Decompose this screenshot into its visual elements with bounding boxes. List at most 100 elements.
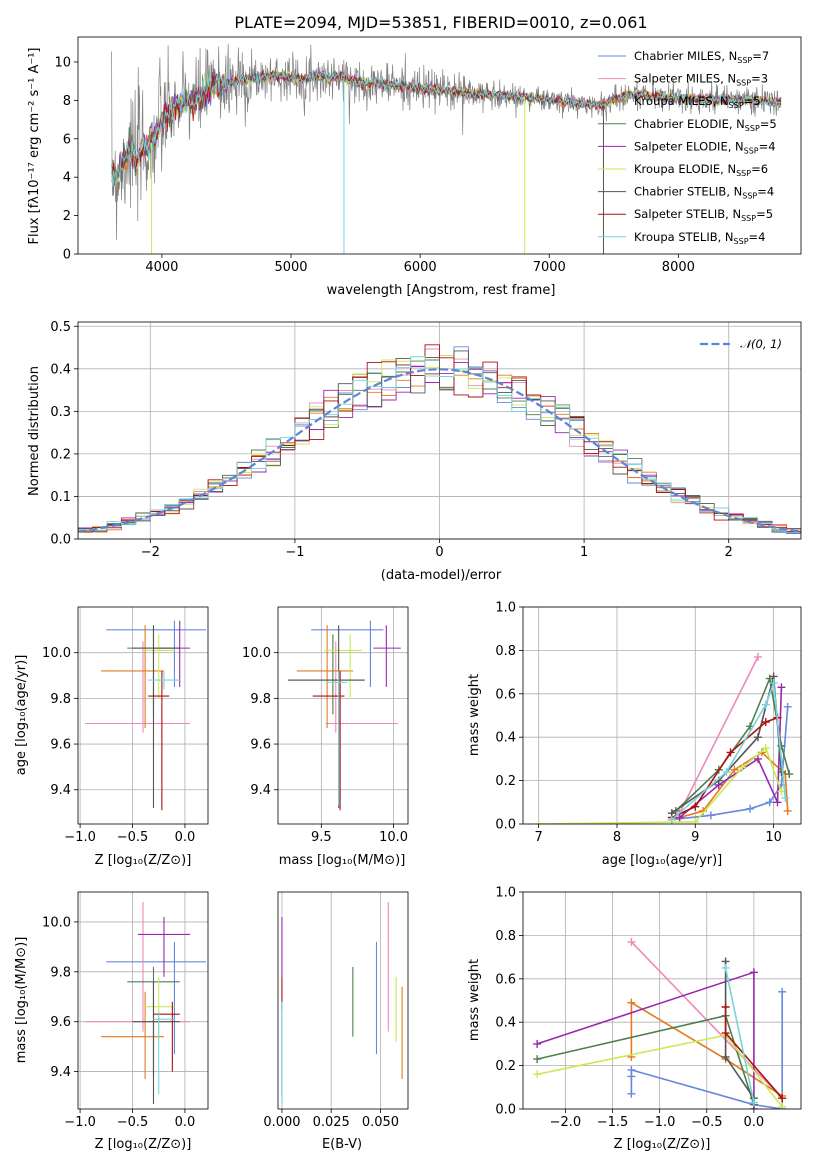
y-tick-label: 0.5: [50, 320, 71, 335]
x-tick-label: −1.0: [64, 1115, 96, 1130]
legend-nssp: =5: [744, 94, 761, 108]
weight-marker-7: [721, 1003, 730, 1012]
y-tick-label: 6: [63, 132, 71, 147]
weight-marker-4: [777, 683, 786, 692]
weight-marker-5: [533, 1070, 542, 1079]
weight-marker-0: [627, 1089, 636, 1098]
legend-model: Kroupa MILES, N: [634, 94, 729, 108]
axes-frame: [522, 606, 802, 825]
legend-model: Salpeter STELIB, N: [634, 207, 741, 221]
weight-series-1: [678, 656, 759, 814]
legend-nssp: =4: [759, 139, 776, 153]
weight-age-xlabel: age [log₁₀(age/yr)]: [602, 853, 723, 868]
axes-frame: [77, 606, 209, 825]
x-tick-label: −2: [141, 545, 160, 560]
weight-marker-1: [753, 652, 762, 661]
weight-z-ylabel: mass weight: [467, 959, 482, 1041]
legend-model: Chabrier STELIB, N: [634, 185, 742, 199]
y-tick-label: 9.8: [250, 692, 271, 707]
y-tick-label: 0.2: [495, 1059, 516, 1074]
x-tick-label: 0.0: [175, 830, 196, 845]
legend-model: Salpeter MILES, N: [634, 72, 736, 86]
ticks: 4000 5000 6000 7000 8000 0 2 4 6 8 10: [54, 55, 694, 275]
y-tick-label: 1.0: [495, 601, 516, 616]
weight-marker-7: [691, 802, 700, 811]
legend-nssp: =3: [751, 72, 768, 86]
legend-sub: SSP: [741, 214, 756, 223]
x-tick-label: 1: [580, 545, 588, 560]
axes-frame: [77, 891, 209, 1110]
y-tick-label: 9.8: [50, 692, 71, 707]
weight-marker-2: [730, 765, 739, 774]
x-tick-label: 0.0: [175, 1115, 196, 1130]
spectrum-lines: [111, 43, 782, 254]
legend-label-2: Kroupa MILES, NSSP=5: [634, 94, 760, 110]
weight-lines: [533, 937, 787, 1109]
grid: [523, 891, 801, 1110]
mass-ebv-xlabel: E(B-V): [322, 1137, 362, 1152]
weight-series-5: [538, 746, 783, 824]
legend-nssp: =6: [751, 162, 768, 176]
ticks: −2.0 −1.5 −1.0 −0.5 0.0 0.0 0.2 0.4 0.6 0.8 1.0: [495, 886, 764, 1131]
legend-nssp: =4: [749, 230, 766, 244]
legend-model: Kroupa ELODIE, N: [634, 162, 736, 176]
legend-sub: SSP: [736, 79, 751, 88]
x-tick-label: 9.5: [311, 830, 332, 845]
weight-marker-7: [726, 748, 735, 757]
legend-model: Salpeter ELODIE, N: [634, 139, 744, 153]
x-tick-label: 8000: [662, 260, 695, 275]
x-tick-label: −1.0: [64, 830, 96, 845]
y-tick-label: 9.6: [50, 738, 71, 753]
legend-sub: SSP: [734, 237, 749, 246]
mass-vs-ebv-panel: 0.000 0.025 0.050: [263, 891, 409, 1130]
y-tick-label: 0.4: [50, 362, 71, 377]
weight-z-xlabel: Z [log₁₀(Z/Z⊙)]: [614, 1137, 711, 1152]
weight-marker-5: [534, 820, 543, 824]
x-tick-label: −0.5: [117, 830, 149, 845]
x-tick-label: 7: [535, 830, 543, 845]
weight-marker-4: [773, 798, 782, 807]
weight-marker-0: [765, 798, 774, 807]
x-tick-label: 0.000: [263, 1115, 300, 1130]
ticks: −2 −1 0 1 2 0.0 0.1 0.2 0.3 0.4 0.5: [50, 320, 733, 560]
legend-label-4: Salpeter ELODIE, NSSP=4: [634, 139, 776, 155]
weight-marker-1: [627, 937, 636, 946]
legend-label-0: Chabrier MILES, NSSP=7: [634, 49, 769, 65]
weight-marker-8: [667, 815, 676, 824]
ticks: −1.0 −0.5 0.0 9.4 9.6 9.8 10.0: [42, 646, 195, 845]
weight-marker-5: [738, 763, 747, 772]
x-tick-label: 0.025: [313, 1115, 350, 1130]
ticks: 7 8 9 10 0.0 0.2 0.4 0.6 0.8 1.0: [495, 601, 782, 846]
weight-marker-8: [769, 678, 778, 687]
y-tick-label: 0.2: [50, 447, 71, 462]
legend-sub: SSP: [742, 192, 757, 201]
weight-series-6: [671, 676, 783, 814]
weight-marker-7: [761, 718, 770, 727]
weight-age-ylabel: mass weight: [467, 674, 482, 756]
y-tick-label: 9.4: [50, 783, 71, 798]
weight-marker-7: [778, 1094, 787, 1103]
y-tick-label: 9.4: [50, 1065, 71, 1080]
y-tick-label: 10.0: [42, 915, 71, 930]
weight-marker-2: [783, 806, 792, 815]
y-tick-label: 8: [63, 94, 71, 109]
x-tick-label: −2.0: [550, 1115, 582, 1130]
weight-series-3: [536, 1014, 755, 1105]
weight-series-8: [724, 967, 755, 1103]
x-tick-label: 5000: [274, 260, 307, 275]
legend-label-7: Salpeter STELIB, NSSP=5: [634, 207, 773, 223]
error-bars: [85, 901, 206, 1105]
figure-title: PLATE=2094, MJD=53851, FIBERID=0010, z=0…: [234, 13, 647, 32]
legend-label-6: Chabrier STELIB, NSSP=4: [634, 185, 774, 201]
mass-weight-vs-age-panel: 7 8 9 10 0.0 0.2 0.4 0.6 0.8 1.0: [495, 601, 802, 846]
legend-nssp: =4: [757, 185, 774, 199]
mass-z-xlabel: Z [log₁₀(Z/Z⊙)]: [95, 1137, 192, 1152]
weight-marker-7: [721, 1029, 730, 1038]
weight-marker-6: [753, 733, 762, 742]
residual-histogram-panel: −2 −1 0 1 2 0.0 0.1 0.2 0.3 0.4 0.5 𝒩(0, 1): [50, 320, 802, 560]
x-tick-label: 10.0: [379, 830, 408, 845]
age-z-xlabel: Z [log₁₀(Z/Z⊙)]: [95, 853, 192, 868]
weight-marker-2: [627, 998, 636, 1007]
weight-marker-3: [785, 770, 794, 779]
y-tick-label: 0.1: [50, 490, 71, 505]
